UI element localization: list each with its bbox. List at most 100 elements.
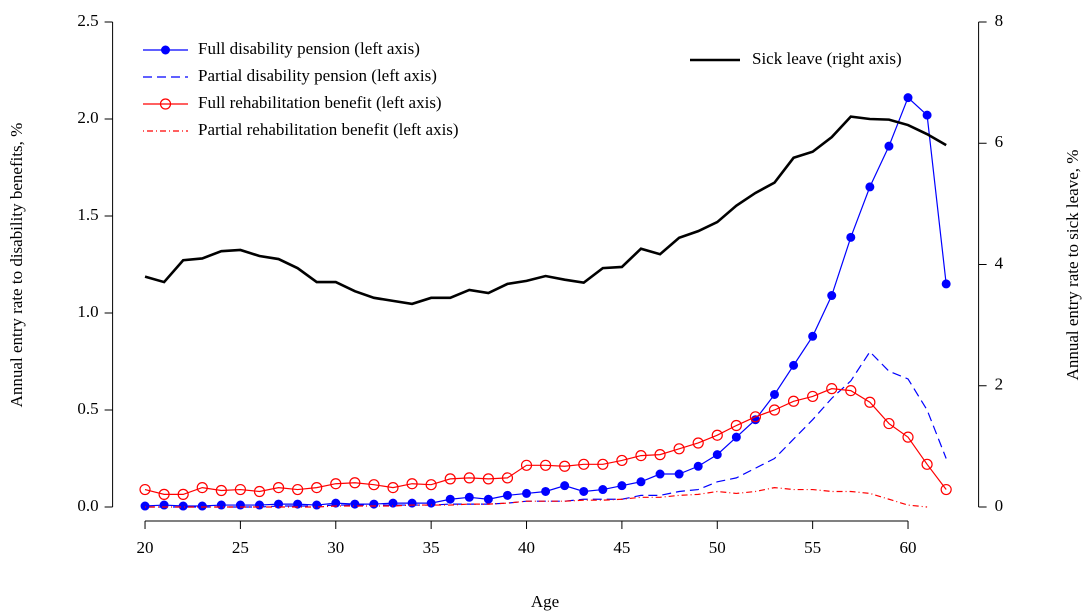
marker: [922, 110, 932, 120]
marker: [483, 494, 493, 504]
marker: [234, 483, 247, 496]
marker: [769, 389, 779, 399]
series-line: [145, 350, 947, 508]
marker: [846, 232, 856, 242]
marker: [883, 417, 895, 430]
marker: [807, 390, 819, 403]
legend-label: Partial disability pension (left axis): [198, 66, 437, 85]
marker: [768, 404, 781, 416]
y-tick-label: 0.0: [77, 496, 98, 515]
y-axis-title: Annual entry rate to disability benefits…: [7, 123, 26, 408]
marker: [272, 482, 285, 494]
marker: [655, 469, 665, 479]
marker: [941, 279, 951, 289]
marker: [864, 396, 876, 408]
marker: [749, 411, 762, 423]
legend-label: Partial rehabilitation benefit (left axi…: [198, 120, 459, 139]
y2-tick-label: 0: [995, 496, 1004, 515]
marker: [196, 482, 208, 494]
y2-tick-label: 6: [995, 132, 1004, 151]
x-axis-title: Age: [531, 592, 559, 611]
marker: [616, 454, 628, 467]
marker: [140, 501, 150, 511]
marker: [178, 501, 188, 511]
legend-label: Full rehabilitation benefit (left axis): [198, 93, 442, 112]
marker: [673, 443, 685, 455]
marker: [387, 482, 399, 494]
legend-label: Full disability pension (left axis): [198, 39, 420, 58]
marker: [541, 486, 551, 496]
marker: [502, 490, 512, 500]
marker: [330, 478, 342, 490]
series-line: [144, 96, 947, 507]
marker: [826, 383, 838, 395]
marker: [215, 484, 227, 497]
marker: [426, 498, 436, 508]
marker: [730, 419, 742, 432]
marker: [865, 182, 875, 192]
series-line: [144, 115, 947, 306]
marker: [731, 432, 741, 442]
marker: [579, 486, 589, 496]
marker: [654, 449, 666, 461]
marker: [693, 461, 703, 471]
x-tick-label: 40: [518, 538, 535, 557]
marker: [368, 479, 380, 491]
marker: [139, 483, 151, 496]
legend-label: Sick leave (right axis): [752, 49, 902, 68]
x-tick-label: 25: [232, 538, 249, 557]
marker: [161, 45, 170, 55]
marker: [617, 481, 627, 491]
marker: [159, 500, 169, 510]
marker: [464, 492, 474, 502]
marker: [312, 500, 322, 510]
marker: [808, 331, 818, 341]
marker: [349, 477, 361, 489]
marker: [711, 429, 723, 441]
marker: [578, 458, 590, 470]
marker: [311, 482, 323, 494]
marker: [482, 473, 494, 485]
x-tick-label: 45: [613, 538, 630, 557]
y2-tick-label: 4: [995, 253, 1004, 272]
marker: [539, 459, 552, 471]
marker: [712, 450, 722, 460]
x-tick-label: 55: [804, 538, 821, 557]
marker: [406, 478, 418, 490]
marker: [597, 458, 609, 470]
marker: [598, 485, 608, 495]
x-tick-label: 50: [709, 538, 726, 557]
marker: [921, 458, 933, 470]
marker: [197, 501, 207, 511]
marker: [902, 431, 914, 443]
marker: [560, 481, 570, 491]
marker: [292, 483, 304, 496]
marker: [559, 460, 571, 472]
marker: [520, 459, 533, 471]
marker: [827, 291, 837, 301]
marker: [369, 499, 379, 509]
y-tick-label: 1.5: [77, 205, 98, 224]
y2-axis-title: Annual entry rate to sick leave, %: [1063, 150, 1082, 381]
marker: [350, 499, 360, 509]
marker: [177, 488, 189, 500]
marker: [692, 437, 704, 449]
marker: [635, 449, 647, 462]
x-tick-label: 20: [137, 538, 154, 557]
marker: [407, 498, 417, 508]
marker: [254, 500, 264, 510]
marker: [789, 360, 799, 370]
marker: [445, 494, 455, 504]
marker: [522, 488, 532, 498]
marker: [501, 472, 514, 484]
x-tick-label: 35: [423, 538, 440, 557]
x-tick-label: 60: [900, 538, 917, 557]
marker: [787, 395, 800, 407]
x-tick-label: 30: [327, 538, 344, 557]
series-line: [144, 388, 947, 495]
marker: [216, 500, 226, 510]
marker: [158, 488, 170, 500]
series-line: [145, 486, 928, 508]
